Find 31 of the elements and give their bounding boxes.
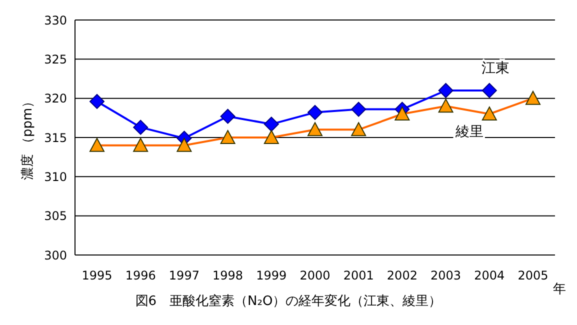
point bbox=[482, 83, 497, 98]
x-tick-label: 2004 bbox=[474, 268, 505, 283]
x-tick-label: 2003 bbox=[430, 268, 462, 283]
y-tick-label: 320 bbox=[44, 92, 67, 106]
point bbox=[351, 102, 366, 117]
point bbox=[133, 120, 148, 135]
x-tick-label: 1995 bbox=[82, 268, 112, 283]
y-tick-label: 315 bbox=[44, 130, 67, 145]
y-axis-title: 濃度 （ppm） bbox=[20, 94, 36, 180]
point bbox=[264, 116, 279, 132]
x-tick-label: 1998 bbox=[212, 268, 244, 283]
x-tick-label: 2001 bbox=[343, 268, 374, 283]
x-tick-label: 2000 bbox=[300, 268, 330, 283]
y-tick-label: 310 bbox=[44, 170, 67, 184]
point bbox=[308, 104, 322, 120]
point bbox=[438, 83, 454, 98]
y-tick-label: 300 bbox=[44, 248, 67, 262]
text: 図6 亜酸化窒素（N₂O）の経年変化（江東、綾里） bbox=[135, 294, 442, 309]
x-tick-label: 1997 bbox=[168, 268, 200, 283]
y-tick-label: 305 bbox=[44, 209, 67, 224]
point bbox=[220, 108, 236, 124]
y-tick-label: 325 bbox=[44, 52, 67, 66]
y-tick-label: 330 bbox=[44, 13, 67, 28]
point bbox=[90, 94, 104, 109]
series-label: 綾里 bbox=[454, 124, 484, 140]
x-tick-label: 1996 bbox=[125, 268, 156, 283]
x-tick-label: 1999 bbox=[256, 268, 287, 283]
x-tick-label: 2002 bbox=[386, 268, 418, 283]
x-axis-title: 年 bbox=[553, 281, 566, 298]
x-tick-label: 2005 bbox=[518, 268, 548, 283]
series-label: 江東 bbox=[481, 60, 510, 76]
